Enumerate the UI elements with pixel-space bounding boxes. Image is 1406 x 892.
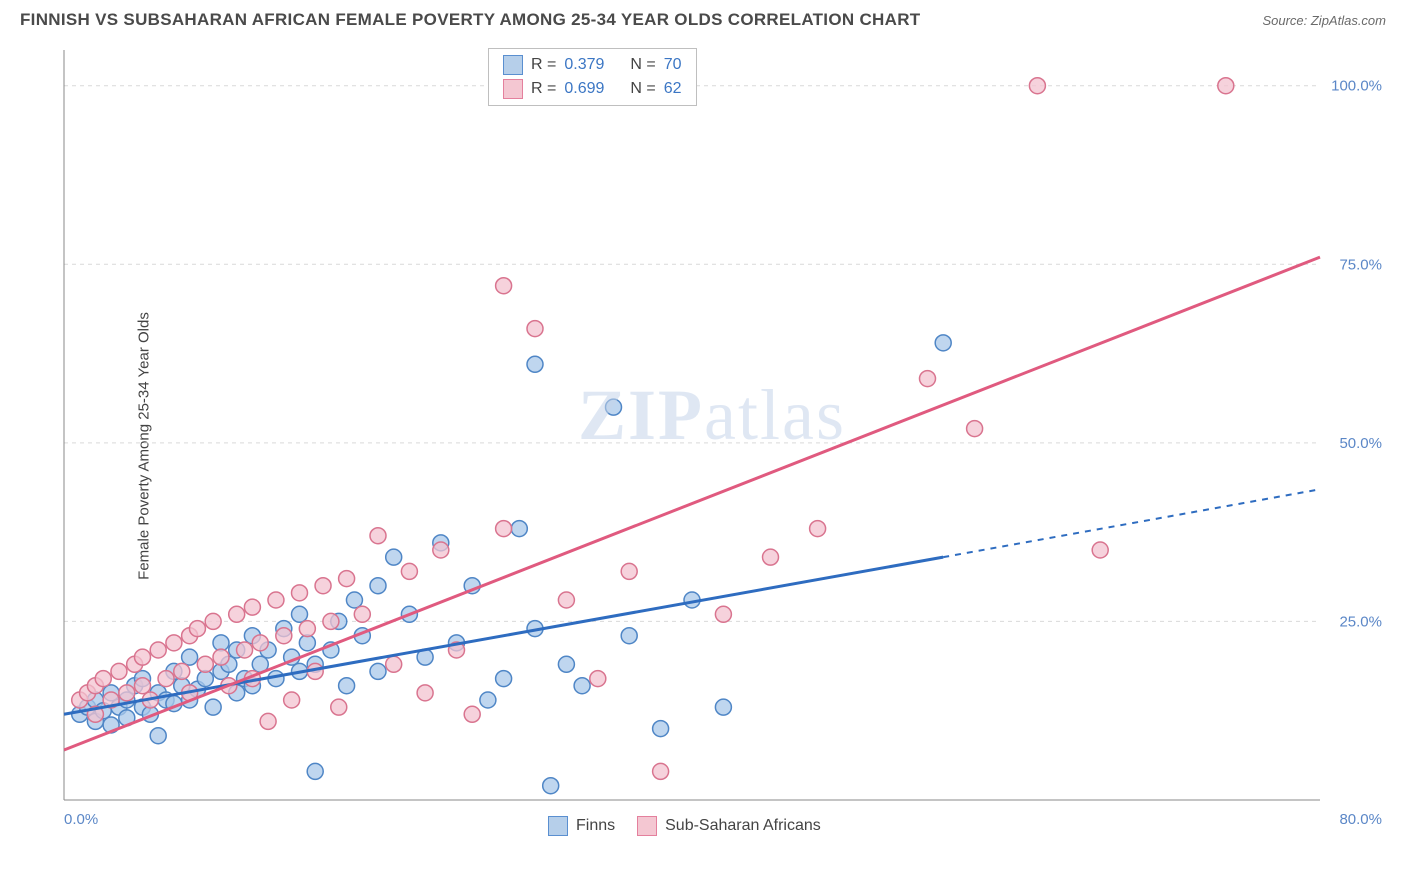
svg-text:0.0%: 0.0% [64,811,98,828]
legend-item: Finns [548,816,615,836]
legend-swatch-ssa [503,79,523,99]
svg-text:100.0%: 100.0% [1331,78,1382,95]
scatter-plot-svg: 25.0% 50.0% 75.0% 100.0% 0.0% 80.0% [58,44,1390,834]
legend-n-value: 70 [664,56,682,74]
svg-text:75.0%: 75.0% [1339,256,1382,273]
legend-swatch-finns [548,816,568,836]
legend-n-label: N = [630,56,655,74]
svg-text:80.0%: 80.0% [1339,811,1382,828]
legend-label: Finns [576,817,615,835]
source-name: ZipAtlas.com [1311,13,1386,28]
chart-area: ZIPatlas 25.0%50.0%75.0%100.0%0.0%80.0% … [58,44,1390,834]
legend-r-label: R = [531,80,556,98]
correlation-legend: R = 0.379 N = 70 R = 0.699 N = 62 [488,48,697,106]
legend-r-value: 0.379 [564,56,604,74]
legend-n-value: 62 [664,80,682,98]
legend-label: Sub-Saharan Africans [665,817,821,835]
legend-swatch-ssa [637,816,657,836]
legend-row: R = 0.379 N = 70 [503,55,682,75]
svg-text:25.0%: 25.0% [1339,613,1382,630]
legend-n-label: N = [630,80,655,98]
svg-text:50.0%: 50.0% [1339,435,1382,452]
source-prefix: Source: [1262,13,1310,28]
legend-row: R = 0.699 N = 62 [503,79,682,99]
source-attribution: Source: ZipAtlas.com [1262,13,1386,28]
legend-item: Sub-Saharan Africans [637,816,821,836]
legend-swatch-finns [503,55,523,75]
legend-r-value: 0.699 [564,80,604,98]
page-title: FINNISH VS SUBSAHARAN AFRICAN FEMALE POV… [20,10,920,30]
legend-r-label: R = [531,56,556,74]
series-legend: Finns Sub-Saharan Africans [548,816,821,836]
